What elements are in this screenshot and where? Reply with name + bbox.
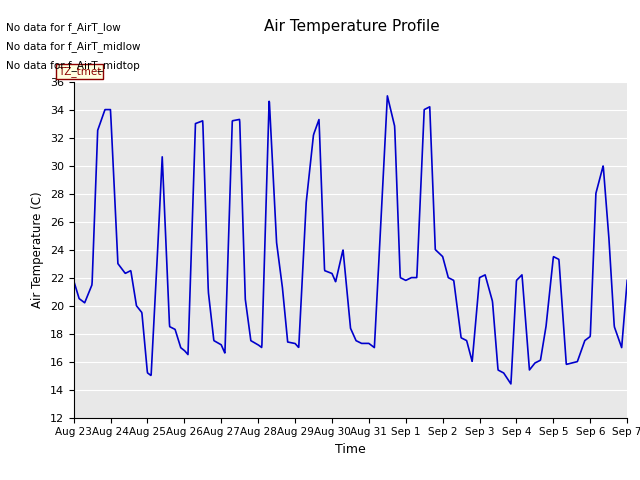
Text: No data for f_AirT_midtop: No data for f_AirT_midtop xyxy=(6,60,140,71)
X-axis label: Time: Time xyxy=(335,443,366,456)
Y-axis label: Air Temperature (C): Air Temperature (C) xyxy=(31,192,44,308)
Text: TZ_tmet: TZ_tmet xyxy=(58,66,101,77)
Text: Air Temperature Profile: Air Temperature Profile xyxy=(264,19,440,34)
Text: No data for f_AirT_midlow: No data for f_AirT_midlow xyxy=(6,41,141,52)
Text: No data for f_AirT_low: No data for f_AirT_low xyxy=(6,22,121,33)
